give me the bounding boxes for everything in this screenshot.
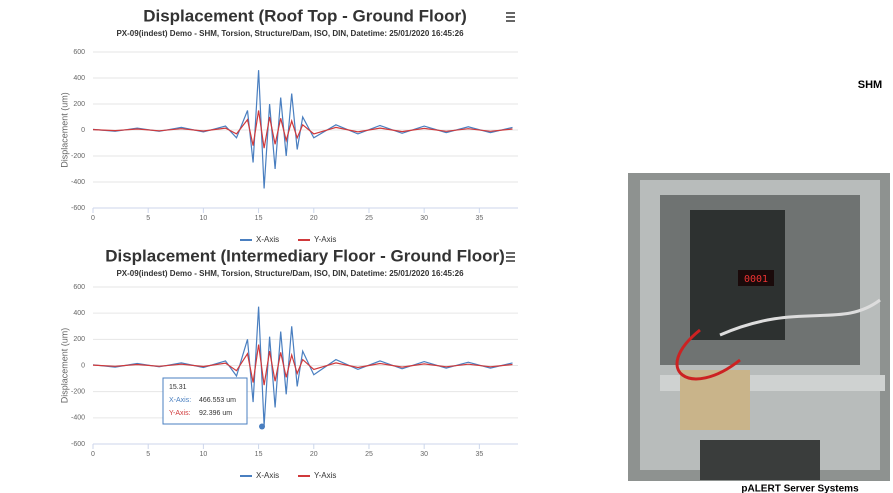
menu-button[interactable]	[506, 12, 515, 22]
x-tick-label: 25	[365, 451, 373, 458]
chart-title: Displacement (Intermediary Floor - Groun…	[105, 246, 505, 265]
x-tick-label: 5	[146, 215, 150, 222]
x-tick-label: 15	[255, 451, 263, 458]
y-tick-label: -400	[71, 415, 85, 422]
svg-text:0001: 0001	[744, 274, 768, 285]
y-tick-label: 200	[73, 101, 85, 108]
x-tick-label: 10	[199, 215, 207, 222]
tooltip-label: Y-Axis:	[169, 410, 191, 417]
tooltip-value: 466.553 um	[199, 397, 236, 404]
tooltip-title: 15.31	[169, 384, 187, 391]
series-line	[92, 110, 513, 149]
x-tick-label: 30	[420, 215, 428, 222]
y-tick-label: 200	[73, 336, 85, 343]
x-tick-label: 20	[310, 451, 318, 458]
x-tick-label: 0	[91, 451, 95, 458]
x-tick-label: 35	[475, 215, 483, 222]
x-tick-label: 20	[310, 215, 318, 222]
y-tick-label: -200	[71, 153, 85, 160]
y-axis-label: Displacement (um)	[59, 92, 69, 168]
y-tick-label: -600	[71, 205, 85, 212]
y-tick-label: 0	[81, 362, 85, 369]
y-tick-label: 0	[81, 127, 85, 134]
y-axis-label: Displacement (um)	[59, 328, 69, 404]
menu-icon-bar	[506, 252, 515, 254]
tooltip-label: X-Axis:	[169, 397, 191, 404]
menu-icon-bar	[506, 16, 515, 18]
x-tick-label: 35	[475, 451, 483, 458]
tooltip-value: 92.396 um	[199, 410, 232, 417]
y-tick-label: -600	[71, 441, 85, 448]
x-tick-label: 0	[91, 215, 95, 222]
legend-label[interactable]: Y-Axis	[314, 235, 336, 244]
side-label: SHM	[858, 79, 882, 91]
chart-title: Displacement (Roof Top - Ground Floor)	[143, 6, 467, 25]
menu-icon-bar	[506, 256, 515, 258]
x-tick-label: 10	[199, 451, 207, 458]
series-line	[92, 70, 513, 189]
menu-button[interactable]	[506, 252, 515, 262]
series-line	[92, 344, 513, 386]
y-tick-label: -200	[71, 389, 85, 396]
chart-subtitle: PX-09(indest) Demo - SHM, Torsion, Struc…	[116, 29, 464, 38]
legend-label[interactable]: X-Axis	[256, 471, 279, 480]
y-tick-label: 400	[73, 310, 85, 317]
chart-subtitle: PX-09(indest) Demo - SHM, Torsion, Struc…	[116, 269, 464, 278]
y-tick-label: 600	[73, 284, 85, 291]
menu-icon-bar	[506, 20, 515, 22]
y-tick-label: 600	[73, 49, 85, 56]
device-photo: 0001	[628, 173, 890, 481]
photo-caption: pALERT Server Systems	[741, 484, 859, 493]
legend-label[interactable]: Y-Axis	[314, 471, 336, 480]
menu-icon-bar	[506, 260, 515, 262]
tooltip-point	[259, 423, 266, 430]
x-tick-label: 5	[146, 451, 150, 458]
menu-icon-bar	[506, 12, 515, 14]
x-tick-label: 25	[365, 215, 373, 222]
x-tick-label: 30	[420, 451, 428, 458]
x-tick-label: 15	[255, 215, 263, 222]
legend-label[interactable]: X-Axis	[256, 235, 279, 244]
y-tick-label: -400	[71, 179, 85, 186]
tooltip-box	[162, 377, 248, 425]
y-tick-label: 400	[73, 75, 85, 82]
